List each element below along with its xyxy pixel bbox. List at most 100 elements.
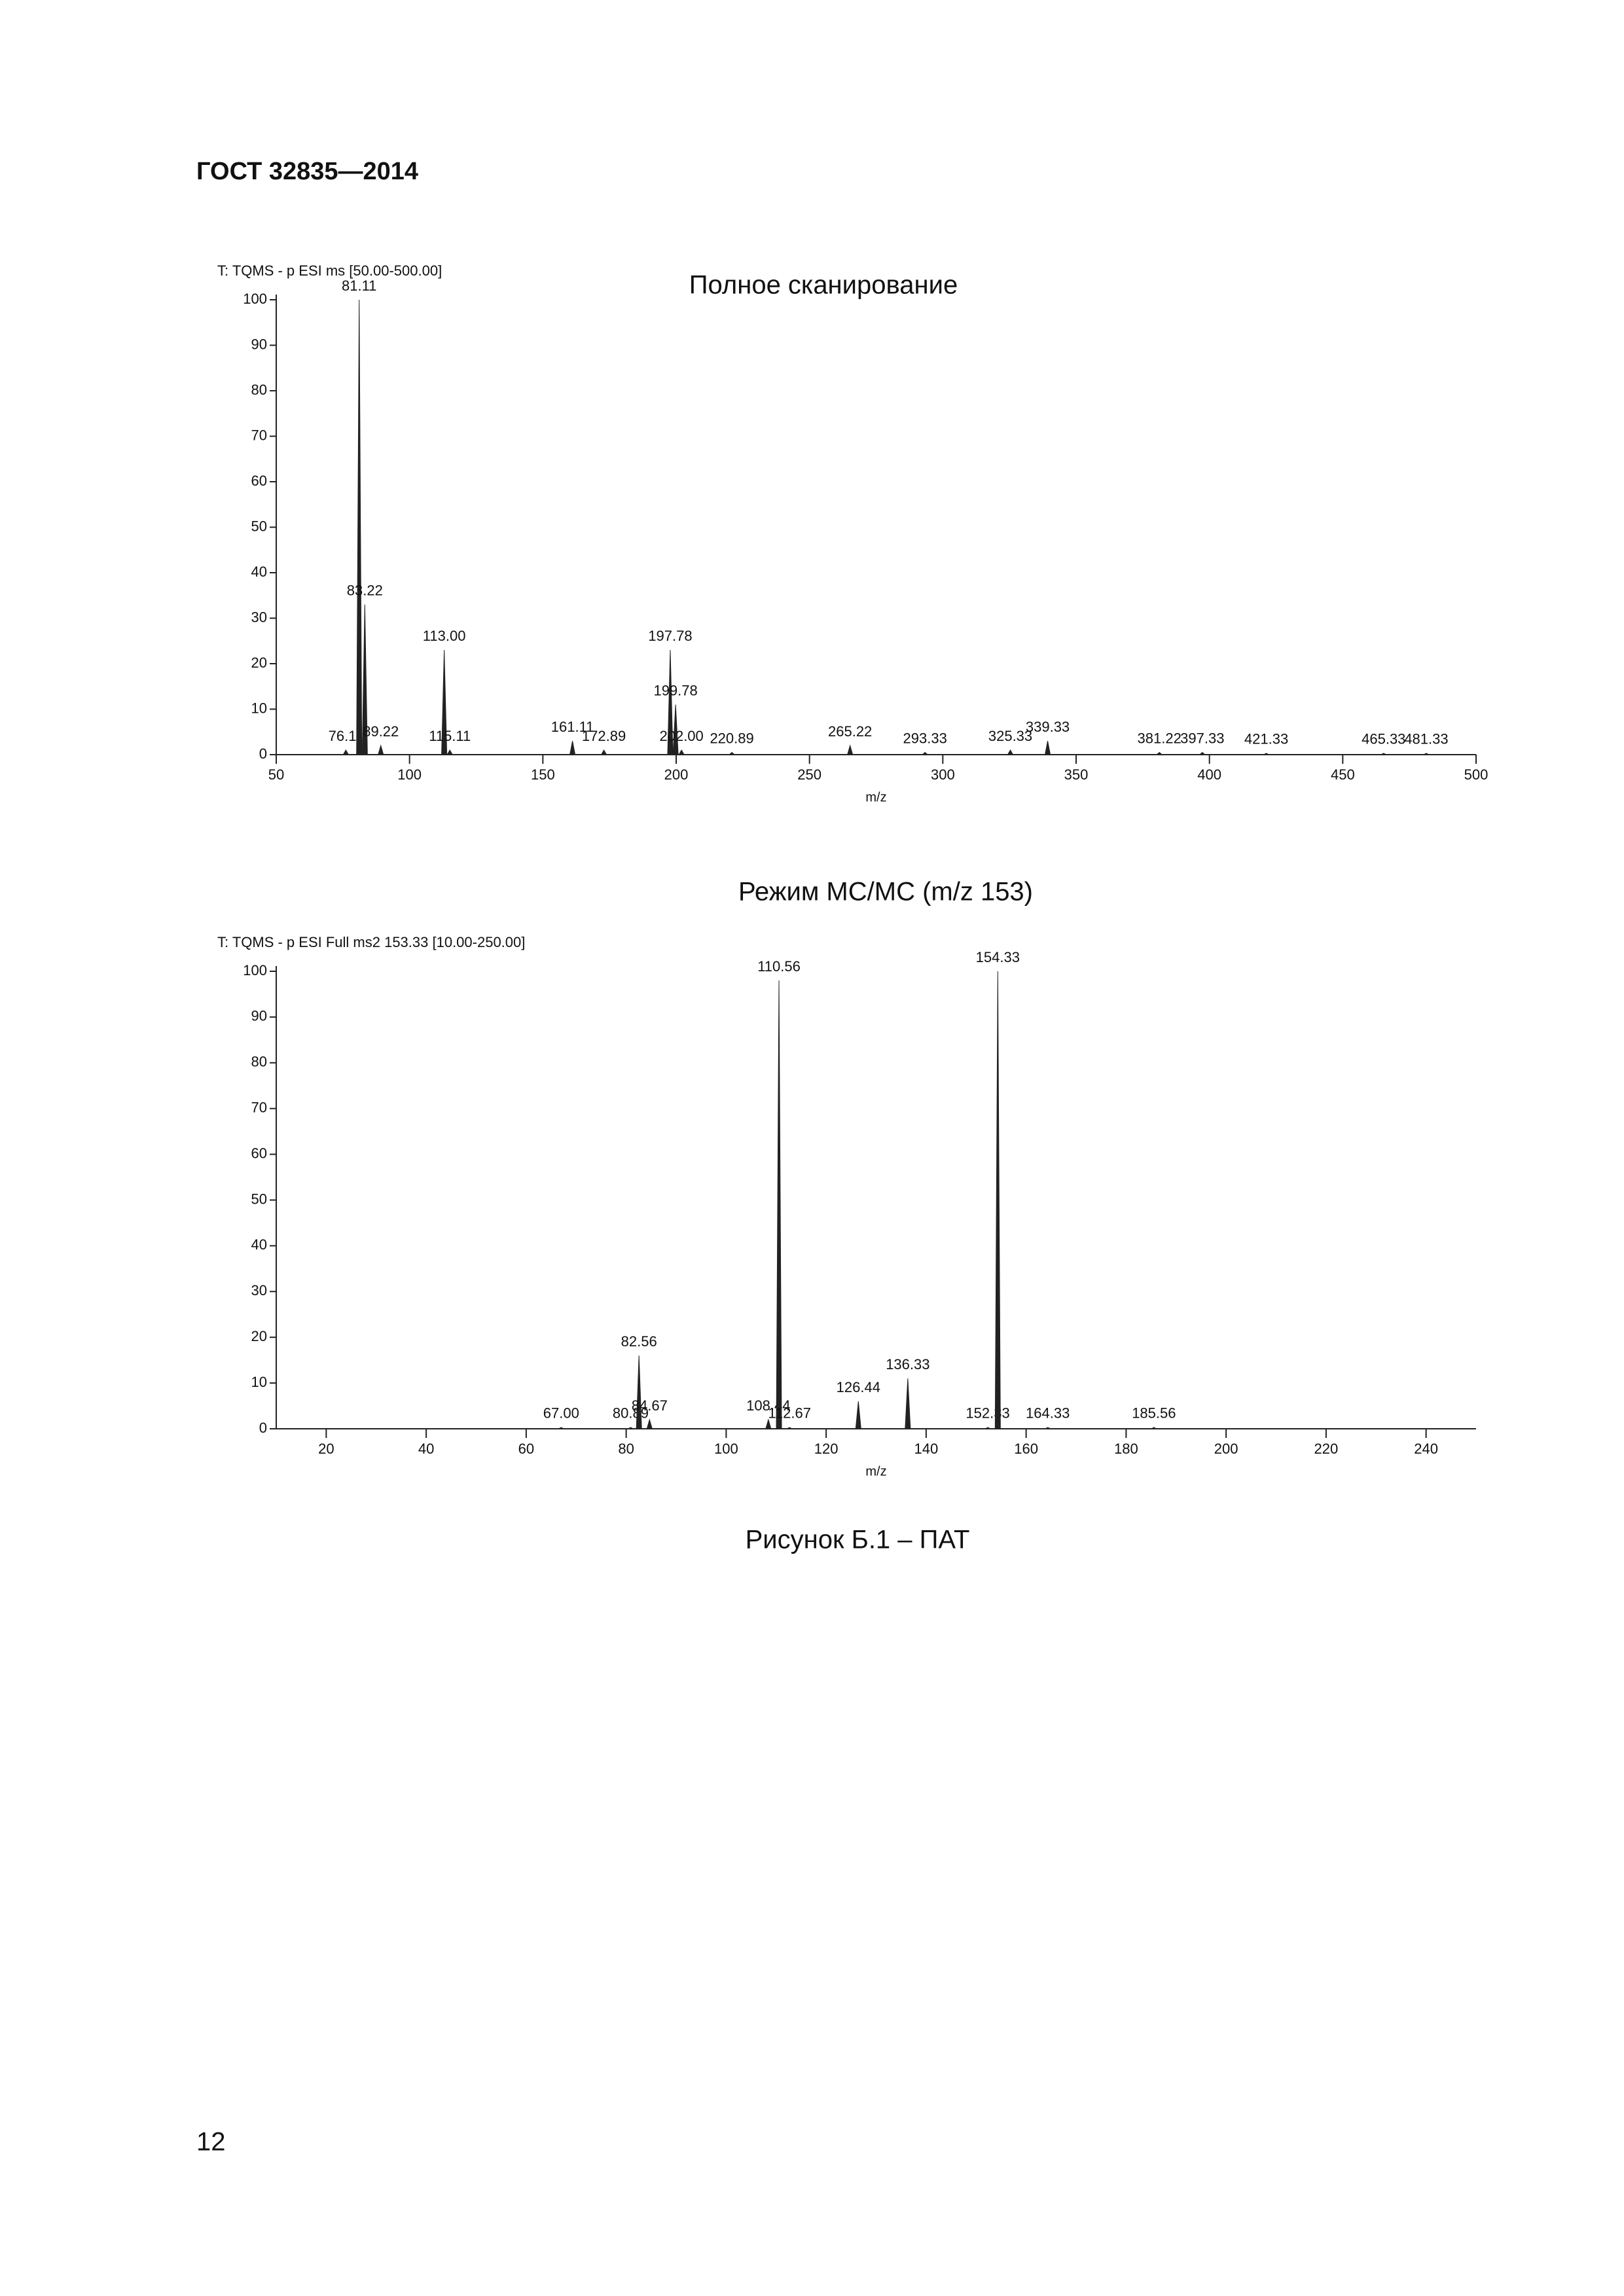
x-tick-label: 50: [268, 766, 284, 783]
peak: [855, 1401, 861, 1429]
peak: [441, 650, 448, 755]
y-tick-label: 20: [251, 1328, 267, 1344]
peak: [558, 1427, 564, 1429]
peak-label: 265.22: [828, 723, 872, 740]
peak-label: 89.22: [363, 723, 399, 740]
peak-label: 108.44: [746, 1397, 790, 1414]
x-tick-label: 200: [1214, 1441, 1238, 1457]
peak-label: 152.33: [965, 1405, 1009, 1422]
peak-label: 126.44: [837, 1379, 880, 1395]
peak: [994, 971, 1001, 1429]
peak-label: 84.67: [632, 1397, 668, 1414]
x-tick-label: 80: [618, 1441, 634, 1457]
y-tick-label: 50: [251, 1191, 267, 1207]
peak: [646, 1418, 653, 1429]
peak: [356, 299, 363, 755]
y-tick-label: 30: [251, 1282, 267, 1299]
x-tick-label: 180: [1114, 1441, 1138, 1457]
peak: [628, 1427, 634, 1429]
y-tick-label: 50: [251, 518, 267, 534]
peak: [569, 741, 576, 755]
peak: [1045, 1427, 1051, 1429]
x-tick-label: 450: [1331, 766, 1355, 783]
peak: [1007, 749, 1014, 755]
peak: [342, 749, 350, 755]
peak-label: 197.78: [648, 628, 692, 644]
peak-label: 83.22: [347, 582, 383, 598]
peak: [600, 749, 607, 755]
x-tick-label: 250: [797, 766, 821, 783]
y-tick-label: 60: [251, 473, 267, 489]
x-tick-label: 200: [664, 766, 689, 783]
peak-label: 67.00: [543, 1405, 579, 1422]
axis-line: [276, 966, 1476, 1429]
peak: [678, 749, 685, 755]
peak-label: 185.56: [1132, 1405, 1176, 1422]
x-tick-label: 40: [418, 1441, 434, 1457]
peak-label: 325.33: [988, 728, 1032, 744]
peak: [667, 650, 674, 755]
x-tick-label: 500: [1464, 766, 1489, 783]
peak: [1044, 741, 1051, 755]
peak-label: 202.00: [659, 728, 703, 744]
x-tick-label: 160: [1014, 1441, 1038, 1457]
peak: [361, 604, 368, 755]
y-tick-label: 40: [251, 1236, 267, 1253]
y-tick-label: 90: [251, 1008, 267, 1024]
y-tick-label: 0: [259, 745, 267, 762]
peak: [1423, 753, 1430, 755]
peak-label: 113.00: [423, 628, 466, 644]
peak: [1151, 1427, 1157, 1429]
chart-subtitle: T: TQMS - p ESI Full ms2 153.33 [10.00-2…: [217, 934, 525, 950]
peak: [846, 744, 854, 755]
y-tick-label: 80: [251, 382, 267, 398]
y-tick-label: 10: [251, 700, 267, 716]
peak: [636, 1355, 642, 1429]
y-tick-label: 100: [243, 291, 267, 307]
chart-title: Режим МС/МС (m/z 153): [738, 878, 1033, 906]
peak: [765, 1418, 772, 1429]
page-number: 12: [196, 2128, 226, 2157]
x-tick-label: 350: [1064, 766, 1089, 783]
peak-label: 161.11: [551, 719, 594, 735]
peak-label: 172.89: [582, 728, 626, 744]
peak: [921, 751, 929, 755]
y-tick-label: 90: [251, 336, 267, 352]
peak: [728, 751, 736, 755]
peak-label: 421.33: [1244, 731, 1288, 747]
x-tick-label: 400: [1197, 766, 1221, 783]
x-tick-label: 300: [931, 766, 955, 783]
header: ГОСТ 32835—2014: [196, 158, 418, 185]
peak-label: 465.33: [1362, 731, 1405, 747]
peak: [1380, 753, 1387, 755]
peak: [984, 1427, 991, 1429]
peak-label: 115.11: [429, 728, 471, 744]
x-tick-label: 60: [518, 1441, 534, 1457]
peak: [378, 744, 384, 755]
x-tick-label: 240: [1414, 1441, 1438, 1457]
peak-label: 199.78: [653, 682, 697, 698]
peak: [905, 1378, 911, 1429]
peak-label: 293.33: [903, 730, 947, 746]
x-tick-label: 100: [714, 1441, 738, 1457]
chart-subtitle: T: TQMS - p ESI ms [50.00-500.00]: [217, 262, 442, 279]
y-tick-label: 80: [251, 1054, 267, 1070]
peak-label: 80.89: [613, 1405, 649, 1422]
x-tick-label: 140: [914, 1441, 939, 1457]
x-axis-label: m/z: [865, 1464, 886, 1479]
y-tick-label: 100: [243, 962, 267, 978]
axis-line: [276, 295, 1476, 755]
peak-label: 112.67: [768, 1405, 811, 1422]
figure-caption: Рисунок Б.1 – ПАТ: [746, 1526, 970, 1554]
peak-label: 154.33: [976, 949, 1020, 965]
peak: [786, 1427, 793, 1429]
peak-label: 397.33: [1180, 730, 1224, 746]
x-tick-label: 220: [1314, 1441, 1339, 1457]
x-tick-label: 120: [814, 1441, 839, 1457]
x-tick-label: 20: [318, 1441, 334, 1457]
y-tick-label: 20: [251, 655, 267, 671]
peak: [1263, 753, 1269, 755]
peak-label: 136.33: [886, 1356, 929, 1372]
peak: [1155, 751, 1163, 755]
